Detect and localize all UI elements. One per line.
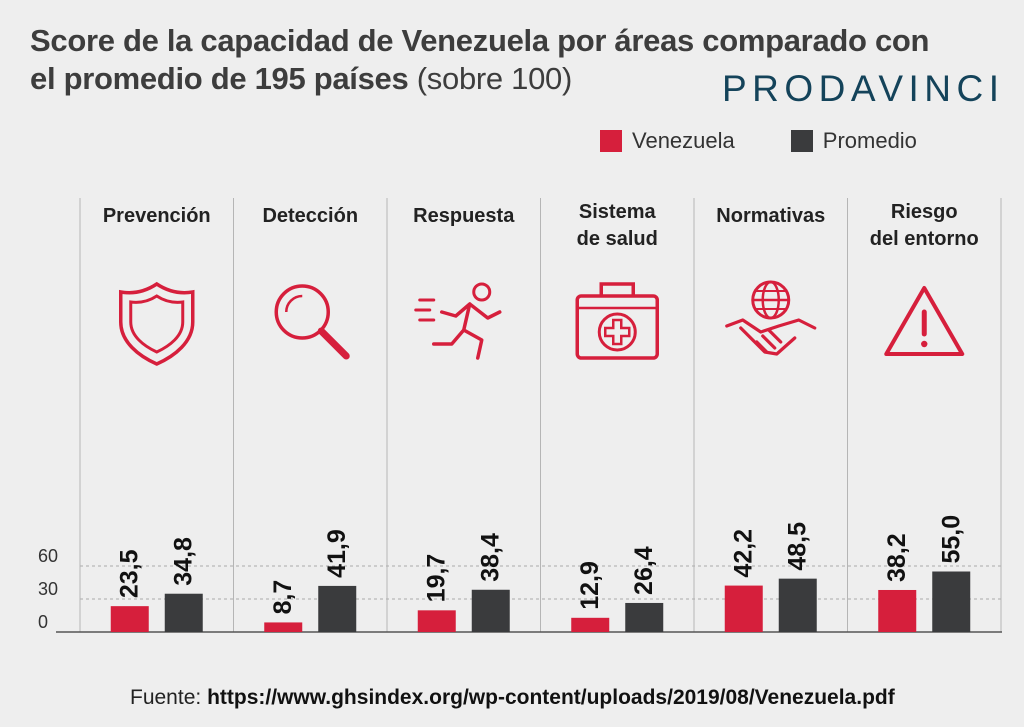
bar-promedio xyxy=(932,571,971,632)
value-label: 19,7 xyxy=(423,554,451,603)
category-label-line: Normativas xyxy=(716,205,825,227)
value-label: 26,4 xyxy=(630,546,658,595)
bar-venezuela xyxy=(110,606,149,632)
value-label: 38,4 xyxy=(477,533,505,582)
bar-promedio xyxy=(625,602,664,632)
value-label: 12,9 xyxy=(576,561,604,610)
y-tick-label: 0 xyxy=(38,612,48,632)
bar-venezuela xyxy=(264,622,303,632)
legend-item-promedio: Promedio xyxy=(790,128,917,154)
category-label-line: de salud xyxy=(577,228,658,250)
bar-chart: 0 30 60 Prevención 23,5 34,8 Detección 8,7 41,9 R… xyxy=(38,198,1002,633)
category-label-line: Respuesta xyxy=(413,205,515,227)
category-label: Detección xyxy=(262,205,358,227)
bar-promedio xyxy=(471,589,510,632)
legend-swatch-venezuela xyxy=(600,130,622,152)
y-tick-label: 30 xyxy=(38,579,58,599)
chart-title: Score de la capacidad de Venezuela por á… xyxy=(30,22,930,98)
legend: Venezuela Promedio xyxy=(600,128,917,154)
category-label: Sistema de salud xyxy=(577,201,658,250)
title-subtitle: (sobre 100) xyxy=(416,61,573,96)
brand-logo: PRODAVINCI xyxy=(722,68,1005,109)
category-label: Prevención xyxy=(103,205,211,227)
first-aid-kit-icon xyxy=(575,282,659,360)
source-url: https://www.ghsindex.org/wp-content/uplo… xyxy=(207,686,895,709)
value-label: 38,2 xyxy=(883,533,911,582)
value-label: 55,0 xyxy=(937,515,965,564)
value-label: 48,5 xyxy=(784,522,812,571)
legend-item-venezuela: Venezuela xyxy=(600,128,735,154)
source-note: Fuente: https://www.ghsindex.org/wp-cont… xyxy=(130,686,895,710)
category-label-line: Sistema xyxy=(579,201,657,223)
category-label-line: Prevención xyxy=(103,205,211,227)
legend-swatch-promedio xyxy=(790,130,813,152)
bar-promedio xyxy=(164,593,203,632)
bar-venezuela xyxy=(878,589,917,632)
category-label-line: del entorno xyxy=(870,228,979,250)
bar-venezuela xyxy=(724,585,763,632)
source-label: Fuente: xyxy=(130,686,202,709)
value-label: 41,9 xyxy=(323,529,351,578)
bar-venezuela xyxy=(571,617,610,632)
category-label: Riesgo del entorno xyxy=(870,201,979,250)
category-label: Respuesta xyxy=(413,205,515,227)
value-label: 34,8 xyxy=(170,537,198,586)
legend-label-promedio: Promedio xyxy=(822,128,917,153)
y-tick-label: 60 xyxy=(38,546,58,566)
bar-venezuela xyxy=(417,610,456,632)
bar-promedio xyxy=(778,578,817,632)
bar-promedio xyxy=(318,585,357,632)
running-person-icon xyxy=(414,282,502,360)
value-label: 42,2 xyxy=(730,529,758,578)
value-label: 23,5 xyxy=(116,549,144,598)
category-label: Normativas xyxy=(716,205,825,227)
shield-icon xyxy=(119,281,195,366)
category-label-line: Riesgo xyxy=(891,201,958,223)
magnifier-icon xyxy=(274,284,350,360)
category-label-line: Detección xyxy=(262,205,358,227)
warning-triangle-icon xyxy=(884,286,965,356)
value-label: 8,7 xyxy=(269,580,297,615)
title-bold: Score de la capacidad de Venezuela por á… xyxy=(30,23,930,96)
legend-label-venezuela: Venezuela xyxy=(632,128,735,153)
globe-handshake-icon xyxy=(725,280,817,356)
